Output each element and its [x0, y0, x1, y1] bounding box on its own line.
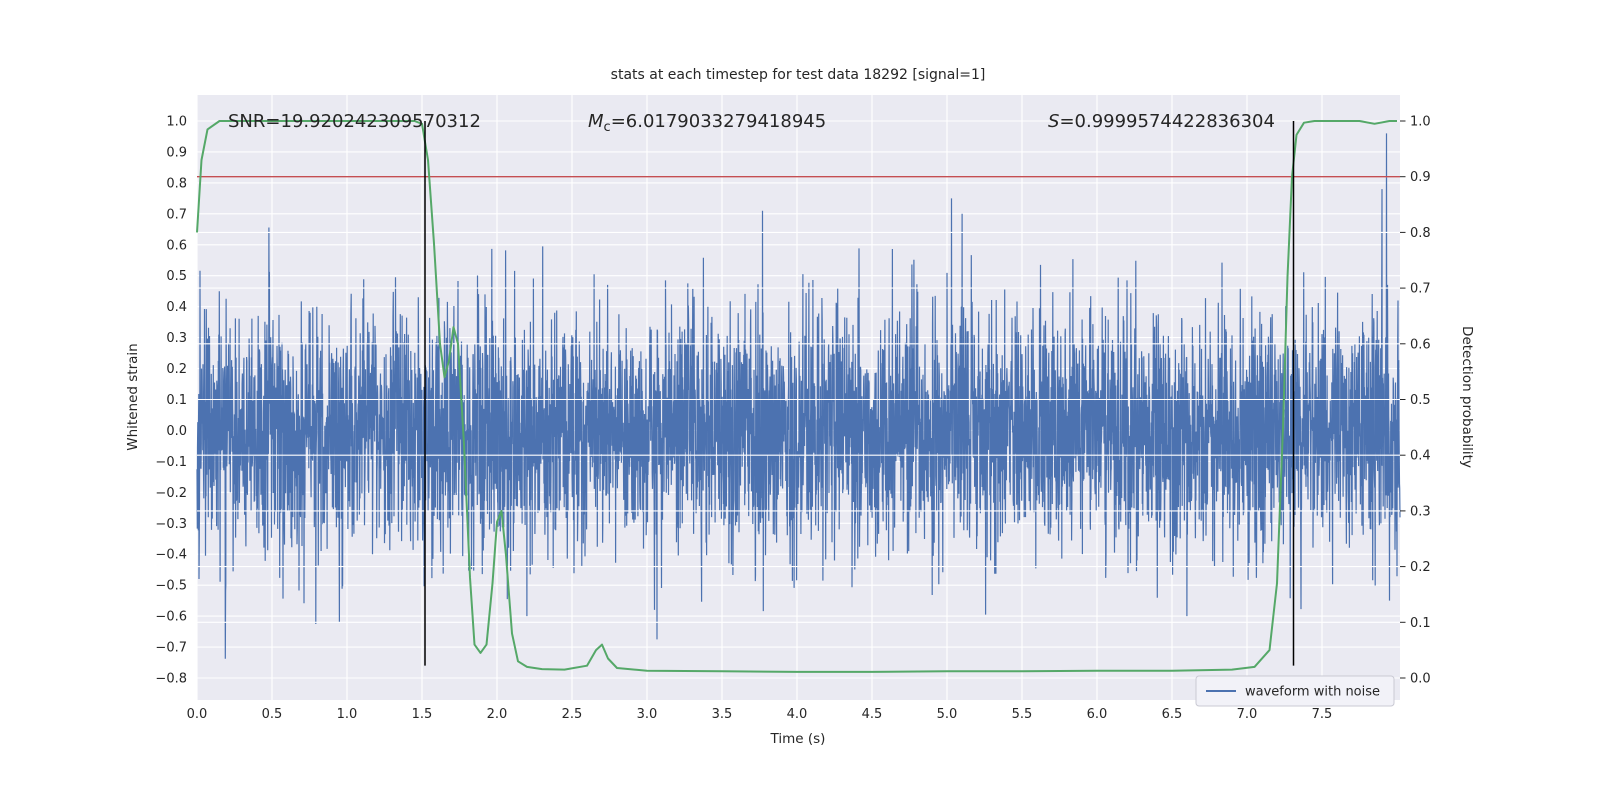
- x-tick-label: 5.0: [937, 707, 958, 722]
- y-left-tick-label: −0.6: [155, 610, 187, 625]
- x-tick-label: 6.5: [1162, 707, 1183, 722]
- y-left-tick-label: −0.8: [155, 671, 187, 686]
- x-tick-label: 7.5: [1312, 707, 1333, 722]
- y-left-tick-label: −0.2: [155, 486, 187, 501]
- annotation-mc-var: M: [588, 111, 604, 132]
- legend-item-label: waveform with noise: [1245, 685, 1380, 700]
- annotation-s-var: S: [1048, 111, 1059, 132]
- y-left-tick-label: 0.4: [166, 300, 187, 315]
- y-left-tick-label: 0.1: [166, 393, 187, 408]
- x-tick-label: 0.0: [187, 707, 208, 722]
- x-tick-label: 6.0: [1087, 707, 1108, 722]
- y-left-axis-label: Whitened strain: [125, 343, 141, 450]
- annotation-snr-var: SNR: [228, 111, 265, 132]
- x-tick-label: 4.0: [787, 707, 808, 722]
- y-right-tick-label: 0.7: [1410, 282, 1431, 297]
- series-layer: [196, 133, 1401, 659]
- y-right-tick-label: 0.1: [1410, 616, 1431, 631]
- y-right-tick-label: 0.5: [1410, 393, 1431, 408]
- x-tick-label: 7.0: [1237, 707, 1258, 722]
- y-right-axis-label: Detection probability: [1459, 326, 1475, 468]
- y-left-tick-label: 0.7: [166, 207, 187, 222]
- legend: waveform with noise: [1195, 675, 1395, 707]
- tick-labels-layer: 1.0 0.9 0.8 0.7 0.6 0.5 0.4 0.3 0.2 0.1 0.0 −0.1 −0.…: [155, 115, 1430, 723]
- x-tick-label: 5.5: [1012, 707, 1033, 722]
- x-tick-label: 4.5: [862, 707, 883, 722]
- x-tick-label: 0.5: [262, 707, 283, 722]
- annotation-snr: SNR=19.920242309570312: [228, 111, 481, 132]
- y-left-tick-label: 0.6: [166, 238, 187, 253]
- y-left-tick-label: −0.4: [155, 548, 187, 563]
- y-right-tick-label: 0.8: [1410, 226, 1431, 241]
- annotation-snr-value: =19.920242309570312: [265, 111, 481, 132]
- legend-box: [1195, 675, 1395, 707]
- annotation-mc-subscript: c: [604, 120, 611, 135]
- overlay-layer: [196, 120, 1400, 673]
- y-right-tick-label: 0.2: [1410, 560, 1431, 575]
- x-tick-label: 1.0: [337, 707, 358, 722]
- y-left-tick-label: −0.1: [155, 455, 187, 470]
- annotation-s-value: =0.9999574422836304: [1059, 111, 1275, 132]
- x-tick-label: 3.0: [637, 707, 658, 722]
- y-left-tick-label: −0.5: [155, 579, 187, 594]
- x-tick-label: 3.5: [712, 707, 733, 722]
- x-tick-label: 2.5: [562, 707, 583, 722]
- y-right-tick-label: 1.0: [1410, 115, 1431, 130]
- detection-probability-path: [196, 120, 1397, 673]
- annotation-mc-value: =6.0179033279418945: [611, 111, 827, 132]
- y-left-tick-label: 0.2: [166, 362, 187, 377]
- chart-title: stats at each timestep for test data 182…: [611, 67, 986, 83]
- x-tick-label: 2.0: [487, 707, 508, 722]
- y-left-tick-label: 0.0: [166, 424, 187, 439]
- y-right-tick-label: 0.6: [1410, 337, 1431, 352]
- y-left-tick-label: −0.7: [155, 641, 187, 656]
- x-axis-label: Time (s): [770, 731, 826, 747]
- y-left-tick-label: 0.3: [166, 331, 187, 346]
- y-left-tick-label: 0.9: [166, 145, 187, 160]
- waveform-noise-path: [196, 133, 1401, 659]
- annotation-chirp-mass: Mc=6.0179033279418945: [588, 111, 826, 135]
- y-right-tick-label: 0.3: [1410, 504, 1431, 519]
- y-right-tick-label: 0.4: [1410, 449, 1431, 464]
- y-left-tick-label: 0.5: [166, 269, 187, 284]
- y-left-tick-label: 1.0: [166, 115, 187, 130]
- y-left-tick-label: −0.3: [155, 517, 187, 532]
- y-right-tick-label: 0.9: [1410, 170, 1431, 185]
- x-tick-label: 1.5: [412, 707, 433, 722]
- annotation-s-statistic: S=0.9999574422836304: [1048, 111, 1275, 132]
- y-left-tick-label: 0.8: [166, 176, 187, 191]
- y-right-tick-label: 0.0: [1410, 671, 1431, 686]
